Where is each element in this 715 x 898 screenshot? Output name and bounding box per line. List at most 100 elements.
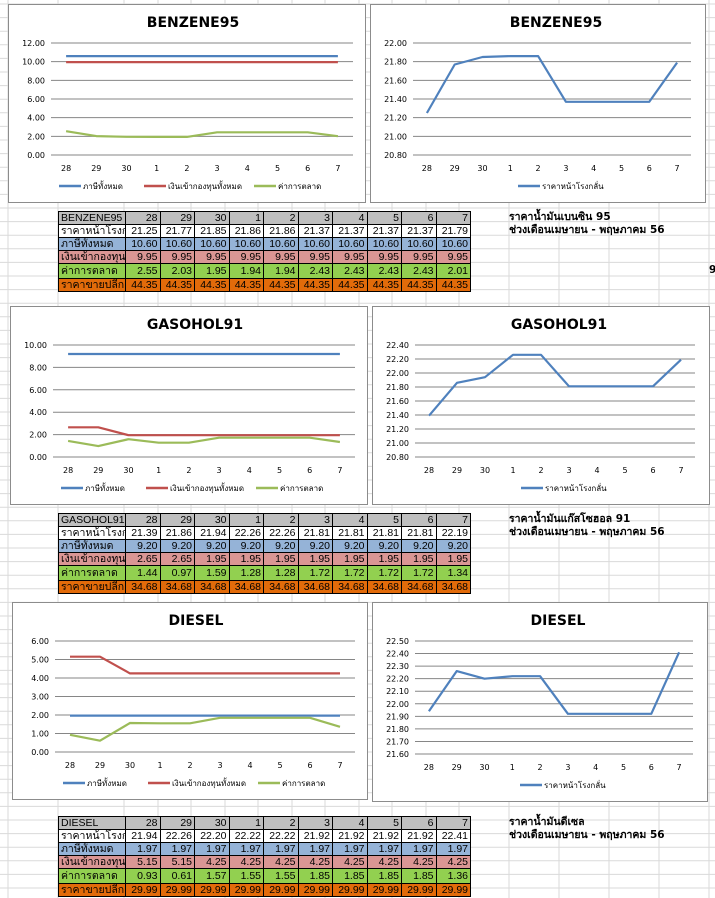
value-cell[interactable]: 21.92 [297, 829, 333, 843]
value-cell[interactable]: 21.85 [194, 224, 230, 238]
value-cell[interactable]: 1.97 [366, 842, 402, 856]
value-cell[interactable]: 34.68 [332, 580, 368, 594]
value-cell[interactable]: 10.60 [435, 237, 471, 251]
value-cell[interactable]: 9.20 [297, 539, 333, 553]
value-cell[interactable]: 44.35 [401, 278, 437, 292]
value-cell[interactable]: 44.35 [228, 278, 264, 292]
value-cell[interactable]: 1.85 [401, 868, 437, 884]
value-cell[interactable]: 2.43 [401, 263, 437, 279]
value-cell[interactable]: 29.99 [435, 883, 471, 897]
value-cell[interactable]: 4.25 [366, 855, 402, 869]
value-cell[interactable]: 21.86 [159, 526, 195, 540]
row-label-cell[interactable]: ค่าการตลาด [58, 263, 126, 279]
value-cell[interactable]: 1.95 [194, 552, 230, 566]
value-cell[interactable]: 10.60 [263, 237, 299, 251]
value-cell[interactable]: 22.22 [228, 829, 264, 843]
value-cell[interactable]: 34.68 [194, 580, 230, 594]
value-cell[interactable]: 21.25 [125, 224, 161, 238]
row-label-cell[interactable]: ค่าการตลาด [58, 868, 126, 884]
date-header-cell[interactable]: 7 [435, 513, 471, 527]
value-cell[interactable]: 21.37 [297, 224, 333, 238]
value-cell[interactable]: 4.25 [435, 855, 471, 869]
value-cell[interactable]: 1.94 [263, 263, 299, 279]
value-cell[interactable]: 21.92 [401, 829, 437, 843]
benzene95-refinery-price-chart[interactable]: BENZENE95 20.80 21.00 21.20 21.40 21.60 21.80 2… [370, 4, 706, 203]
value-cell[interactable]: 10.60 [228, 237, 264, 251]
value-cell[interactable]: 10.60 [366, 237, 402, 251]
value-cell[interactable]: 1.94 [228, 263, 264, 279]
date-header-cell[interactable]: 5 [366, 513, 402, 527]
value-cell[interactable]: 21.94 [125, 829, 161, 843]
date-header-cell[interactable]: 28 [125, 513, 161, 527]
value-cell[interactable]: 44.35 [332, 278, 368, 292]
value-cell[interactable]: 29.99 [228, 883, 264, 897]
diesel-components-chart[interactable]: DIESEL 0.00 1.00 2.00 3.00 4.00 5.00 6.00 28 29 30… [12, 602, 368, 800]
value-cell[interactable]: 22.26 [228, 526, 264, 540]
value-cell[interactable]: 9.95 [263, 250, 299, 264]
value-cell[interactable]: 1.97 [194, 842, 230, 856]
value-cell[interactable]: 21.81 [297, 526, 333, 540]
value-cell[interactable]: 2.01 [435, 263, 471, 279]
value-cell[interactable]: 1.72 [401, 565, 437, 581]
value-cell[interactable]: 4.25 [228, 855, 264, 869]
value-cell[interactable]: 22.26 [263, 526, 299, 540]
value-cell[interactable]: 1.36 [435, 868, 471, 884]
table-title-cell[interactable]: GASOHOL91 [58, 513, 126, 527]
date-header-cell[interactable]: 7 [435, 816, 471, 830]
value-cell[interactable]: 9.95 [228, 250, 264, 264]
value-cell[interactable]: 9.20 [435, 539, 471, 553]
value-cell[interactable]: 29.99 [297, 883, 333, 897]
value-cell[interactable]: 9.20 [125, 539, 161, 553]
date-header-cell[interactable]: 7 [435, 211, 471, 225]
value-cell[interactable]: 9.95 [297, 250, 333, 264]
value-cell[interactable]: 1.28 [228, 565, 264, 581]
value-cell[interactable]: 1.72 [332, 565, 368, 581]
value-cell[interactable]: 44.35 [297, 278, 333, 292]
date-header-cell[interactable]: 30 [194, 211, 230, 225]
row-label-cell[interactable]: เงินเข้ากองทุน [58, 855, 126, 869]
gasohol91-components-chart[interactable]: GASOHOL91 0.00 2.00 4.00 6.00 8.00 10.00 28 29 30… [10, 306, 368, 505]
value-cell[interactable]: 21.77 [159, 224, 195, 238]
value-cell[interactable]: 9.20 [228, 539, 264, 553]
value-cell[interactable]: 1.97 [263, 842, 299, 856]
value-cell[interactable]: 29.99 [125, 883, 161, 897]
date-header-cell[interactable]: 1 [228, 211, 264, 225]
value-cell[interactable]: 1.72 [297, 565, 333, 581]
date-header-cell[interactable]: 6 [401, 211, 437, 225]
date-header-cell[interactable]: 5 [366, 816, 402, 830]
value-cell[interactable]: 2.43 [297, 263, 333, 279]
value-cell[interactable]: 21.81 [332, 526, 368, 540]
date-header-cell[interactable]: 3 [297, 816, 333, 830]
value-cell[interactable]: 1.97 [228, 842, 264, 856]
row-label-cell[interactable]: เงินเข้ากองทุน [58, 552, 126, 566]
value-cell[interactable]: 10.60 [332, 237, 368, 251]
row-label-cell[interactable]: ภาษีทั้งหมด [58, 842, 126, 856]
value-cell[interactable]: 44.35 [435, 278, 471, 292]
value-cell[interactable]: 29.99 [401, 883, 437, 897]
value-cell[interactable]: 1.97 [159, 842, 195, 856]
row-label-cell[interactable]: เงินเข้ากองทุน [58, 250, 126, 264]
value-cell[interactable]: 4.25 [194, 855, 230, 869]
value-cell[interactable]: 21.86 [263, 224, 299, 238]
value-cell[interactable]: 34.68 [297, 580, 333, 594]
value-cell[interactable]: 10.60 [159, 237, 195, 251]
value-cell[interactable]: 2.43 [332, 263, 368, 279]
value-cell[interactable]: 2.65 [125, 552, 161, 566]
table-title-cell[interactable]: BENZENE95 [58, 211, 126, 225]
value-cell[interactable]: 5.15 [125, 855, 161, 869]
value-cell[interactable]: 9.95 [159, 250, 195, 264]
value-cell[interactable]: 9.95 [401, 250, 437, 264]
value-cell[interactable]: 21.37 [401, 224, 437, 238]
value-cell[interactable]: 9.20 [401, 539, 437, 553]
value-cell[interactable]: 34.68 [401, 580, 437, 594]
value-cell[interactable]: 21.81 [366, 526, 402, 540]
value-cell[interactable]: 21.94 [194, 526, 230, 540]
date-header-cell[interactable]: 6 [401, 513, 437, 527]
value-cell[interactable]: 44.35 [263, 278, 299, 292]
value-cell[interactable]: 21.37 [332, 224, 368, 238]
date-header-cell[interactable]: 30 [194, 513, 230, 527]
value-cell[interactable]: 29.99 [263, 883, 299, 897]
value-cell[interactable]: 1.85 [332, 868, 368, 884]
row-label-cell[interactable]: ภาษีทั้งหมด [58, 539, 126, 553]
value-cell[interactable]: 1.95 [228, 552, 264, 566]
